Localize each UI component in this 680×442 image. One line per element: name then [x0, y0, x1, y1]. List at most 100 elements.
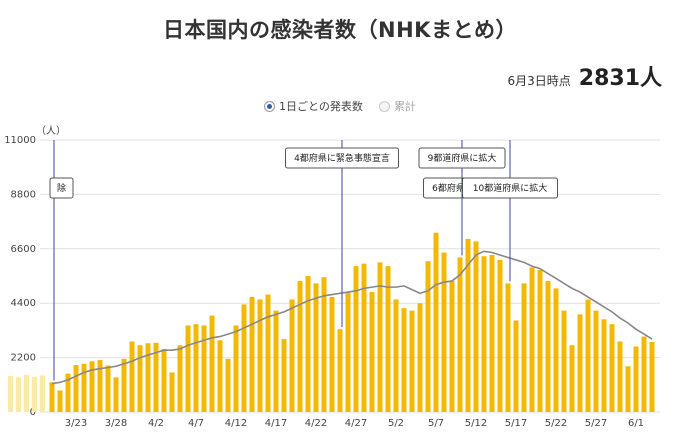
bar: [393, 299, 399, 412]
bar: [161, 348, 167, 412]
x-tick-label: 4/12: [225, 418, 247, 429]
event-annotation-label: 除: [57, 182, 66, 194]
bar: [425, 261, 431, 412]
radio-unselected-icon[interactable]: [378, 100, 390, 112]
bar: [433, 232, 439, 412]
event-annotation-box: [418, 147, 506, 169]
bar: [73, 365, 79, 412]
event-annotation-label: 10都道府県に拡大: [473, 182, 547, 194]
x-tick-label: 5/27: [585, 418, 607, 429]
bar: [457, 257, 463, 412]
bar: [377, 262, 383, 412]
y-tick-label: 8800: [11, 189, 36, 200]
bar: [505, 283, 511, 412]
bar: [217, 340, 223, 412]
bar: [617, 341, 623, 412]
bar: [633, 346, 639, 412]
y-tick-label: 2200: [11, 353, 36, 364]
bar: [345, 292, 351, 412]
bar: [513, 320, 519, 412]
event-annotation-box: [462, 177, 558, 199]
bar: [441, 252, 447, 412]
bar: [185, 325, 191, 412]
bar: [585, 299, 591, 412]
bar: [265, 294, 271, 412]
bar: [89, 361, 95, 412]
event-annotation-label: 9都道府県に拡大: [428, 152, 497, 164]
bar: [529, 267, 535, 412]
bar: [273, 310, 279, 412]
bar: [193, 324, 199, 412]
bar: [569, 345, 575, 412]
x-tick-label: 5/7: [428, 418, 444, 429]
y-tick-label: 4400: [11, 298, 36, 309]
bar: [497, 259, 503, 412]
bar: [105, 365, 111, 412]
bar: [57, 390, 63, 412]
bar: [225, 358, 231, 412]
y-tick-label: 0: [30, 407, 36, 418]
bar: [145, 343, 151, 412]
bar: [153, 342, 159, 412]
bar: [113, 377, 119, 412]
bar: [337, 329, 343, 412]
bar: [289, 299, 295, 412]
x-tick-label: 4/7: [188, 418, 204, 429]
bar: [401, 308, 407, 412]
x-tick-label: 4/22: [305, 418, 327, 429]
faded-bar: [32, 376, 37, 412]
bar: [305, 276, 311, 412]
bar: [81, 363, 87, 412]
bar: [369, 292, 375, 412]
bar: [137, 345, 143, 412]
bar: [353, 266, 359, 412]
bar: [489, 254, 495, 412]
x-tick-label: 3/23: [65, 418, 87, 429]
bar: [593, 310, 599, 412]
bar: [97, 360, 103, 412]
x-tick-label: 4/27: [345, 418, 367, 429]
bar: [409, 310, 415, 412]
y-unit-label: （人）: [36, 125, 66, 137]
faded-bar: [8, 376, 13, 412]
event-annotation-box: [49, 177, 74, 199]
bar: [649, 341, 655, 412]
as-of-date: 6月3日時点: [507, 74, 571, 88]
y-tick-label: 6600: [11, 244, 36, 255]
x-tick-label: 4/17: [265, 418, 287, 429]
bar: [233, 325, 239, 412]
bar: [169, 372, 175, 412]
bar: [473, 241, 479, 412]
bar: [321, 277, 327, 412]
x-tick-label: 5/2: [388, 418, 404, 429]
daily-toggle[interactable]: 1日ごとの発表数: [264, 98, 363, 114]
bar: [601, 319, 607, 412]
x-tick-label: 5/22: [545, 418, 567, 429]
bar: [129, 341, 135, 412]
bar: [521, 283, 527, 412]
daily-toggle-label: 1日ごとの発表数: [279, 100, 363, 113]
bar: [257, 299, 263, 412]
bar: [65, 373, 71, 412]
radio-selected-icon[interactable]: [264, 100, 276, 112]
x-tick-label: 3/28: [105, 418, 127, 429]
faded-bar: [40, 375, 45, 412]
bar: [49, 382, 55, 412]
bar: [241, 304, 247, 412]
event-annotation-box: [285, 147, 399, 169]
bar: [577, 314, 583, 412]
x-tick-label: 5/17: [505, 418, 527, 429]
bar: [545, 280, 551, 412]
bar: [553, 288, 559, 412]
bar: [297, 280, 303, 412]
bar: [561, 310, 567, 412]
cumulative-toggle[interactable]: 累計: [378, 98, 416, 114]
bar: [201, 325, 207, 412]
bar: [361, 263, 367, 412]
bar: [281, 339, 287, 412]
bar: [249, 297, 255, 412]
faded-bar: [24, 374, 29, 412]
bar: [385, 266, 391, 412]
y-tick-label: 11000: [4, 135, 36, 146]
